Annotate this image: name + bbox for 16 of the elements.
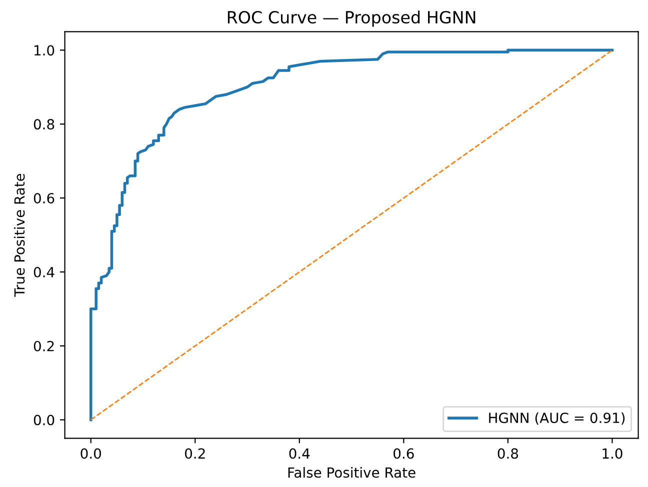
x-tick-label: 0.8: [498, 448, 518, 459]
x-tick-label: 0.6: [394, 448, 414, 459]
x-tick-label: 0.2: [185, 448, 205, 459]
x-axis-title: False Positive Rate: [288, 467, 416, 478]
y-tick-label: 0.0: [34, 414, 54, 426]
y-tick-label: 1.0: [34, 45, 54, 56]
y-tick-label: 0.6: [34, 192, 54, 204]
x-tick-label: 0.4: [289, 448, 310, 459]
x-tick-label: 1.0: [602, 448, 622, 459]
y-tick-label: 0.4: [34, 266, 54, 278]
chart-title: ROC Curve — Proposed HGNN: [228, 10, 476, 27]
legend-label: HGNN (AUC = 0.91): [489, 412, 625, 425]
y-axis-title: True Positive Rate: [14, 174, 25, 297]
y-tick-label: 0.8: [34, 119, 54, 130]
y-tick-label: 0.2: [34, 340, 54, 352]
x-tick-label: 0.0: [80, 448, 101, 459]
